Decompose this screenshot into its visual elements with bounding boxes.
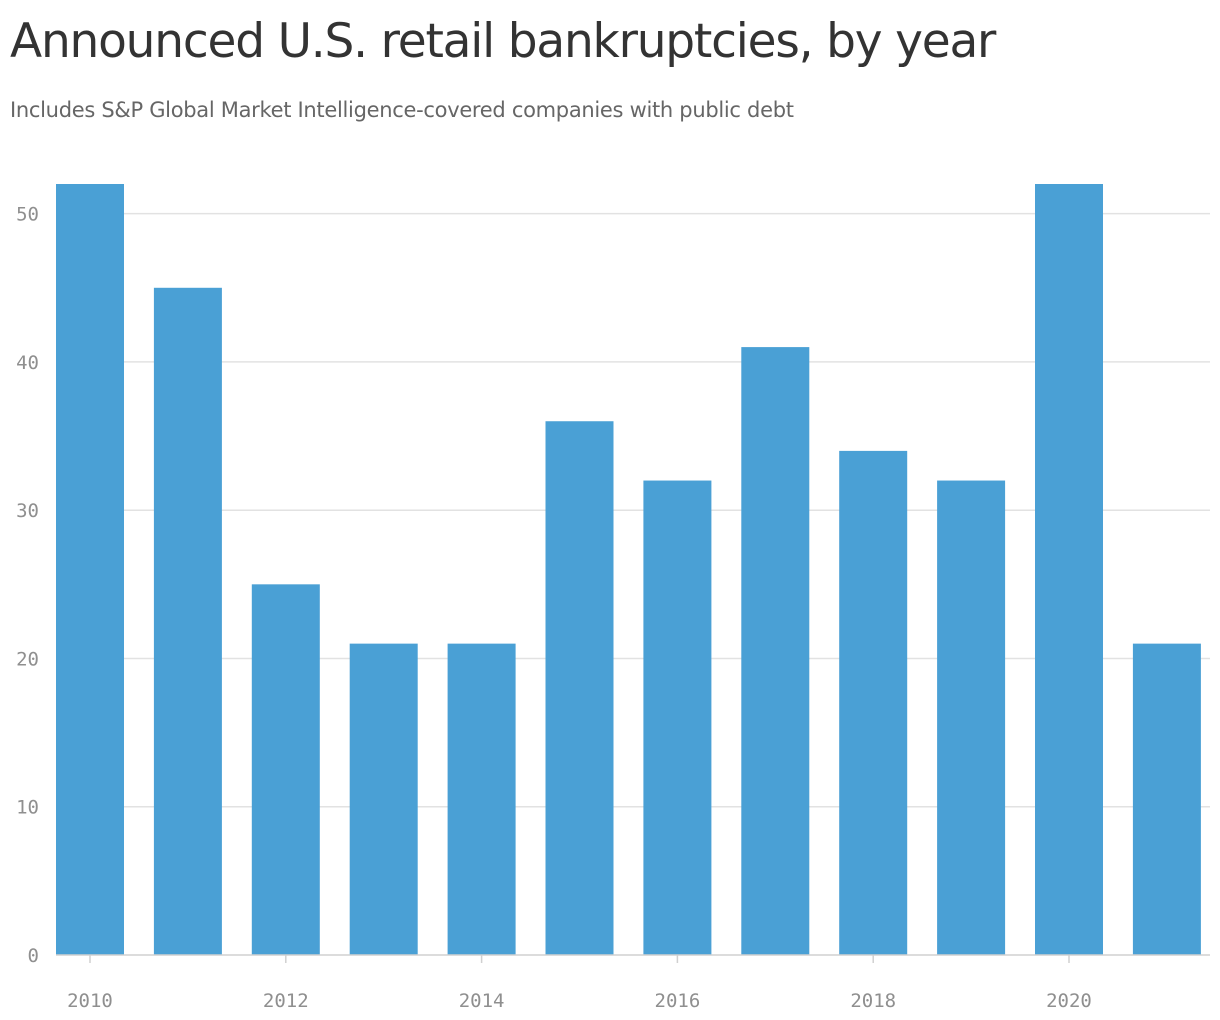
bar-2011	[153, 287, 222, 955]
x-tick-label: 2018	[850, 990, 896, 1012]
y-tick-label: 10	[16, 797, 39, 819]
y-tick-label: 40	[16, 352, 39, 374]
bar-2012	[251, 584, 320, 955]
x-axis-ticks: 2010 2012 2014 2016 2018 2020	[67, 990, 1092, 1012]
gridlines	[56, 212, 1210, 808]
bar-2015	[545, 421, 614, 955]
y-axis-ticks: 0 10 20 30 40 50	[16, 204, 39, 967]
y-tick-label: 20	[16, 648, 39, 670]
bar-2021	[1132, 643, 1201, 955]
bar-2014	[447, 643, 516, 955]
x-tick-label: 2020	[1046, 990, 1092, 1012]
x-tick-label: 2014	[459, 990, 505, 1012]
bar-2018	[839, 450, 908, 955]
bar-2016	[643, 480, 712, 955]
bar-2020	[1035, 184, 1103, 955]
bar-2017	[741, 347, 810, 955]
bar-2010	[56, 184, 124, 955]
x-axis	[56, 954, 1210, 963]
x-tick-label: 2010	[67, 990, 113, 1012]
chart-subtitle: Includes S&P Global Market Intelligence-…	[10, 98, 794, 122]
y-tick-label: 0	[28, 945, 39, 967]
bars	[56, 184, 1201, 955]
chart-title: Announced U.S. retail bankruptcies, by y…	[10, 14, 996, 69]
y-tick-label: 30	[16, 500, 39, 522]
bar-2013	[349, 643, 418, 955]
bar-2019	[937, 480, 1006, 955]
x-tick-label: 2016	[655, 990, 701, 1012]
y-tick-label: 50	[16, 204, 39, 226]
x-tick-label: 2012	[263, 990, 309, 1012]
